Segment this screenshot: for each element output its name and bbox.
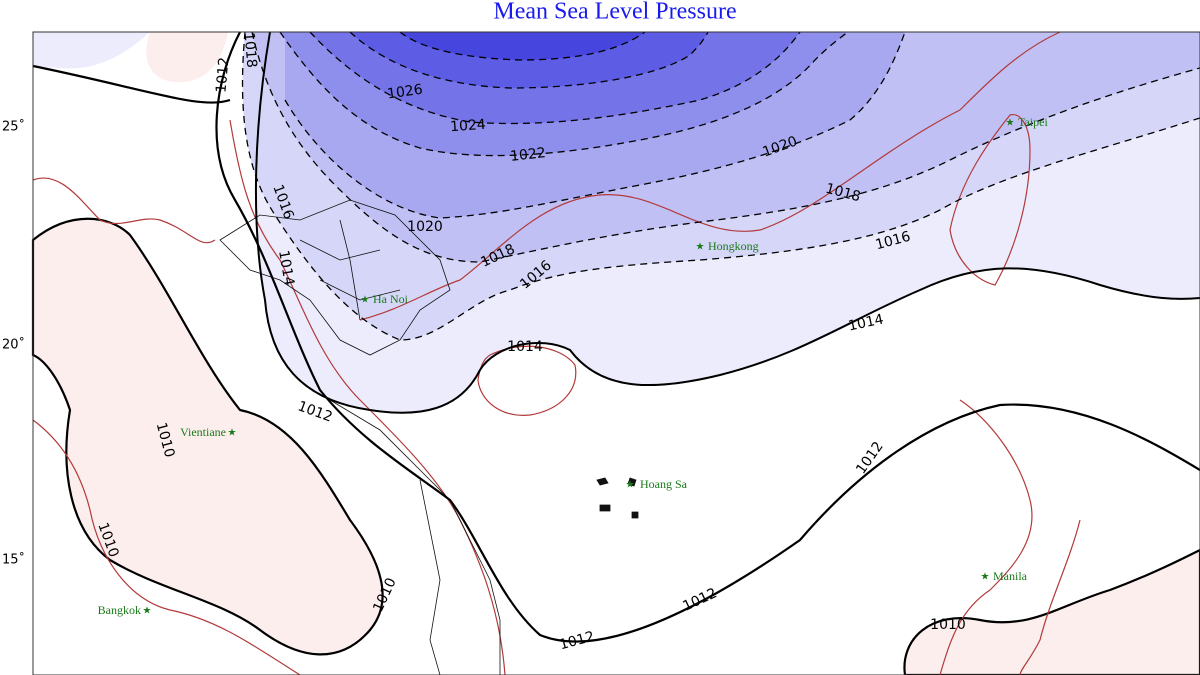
- province-border: [299, 219, 401, 321]
- city-marker: ★: [228, 427, 237, 438]
- isobar-label: 1014: [847, 311, 885, 334]
- isobar: [349, 31, 709, 89]
- city-label: Vientiane: [180, 425, 226, 439]
- pressure-band: [400, 32, 1200, 60]
- low-region: [903, 548, 1200, 675]
- isobar-label: 1022: [509, 145, 546, 165]
- isobar-label: 1014: [507, 339, 543, 355]
- city-marker: ★: [1006, 117, 1015, 128]
- latitude-label: 25˚: [2, 119, 25, 135]
- city-label: Taipei: [1018, 115, 1048, 129]
- city-label: Hongkong: [708, 239, 759, 253]
- coastline: [32, 419, 301, 675]
- city-marker: ★: [696, 241, 705, 252]
- city-marker: ★: [143, 605, 152, 616]
- isobar-label: 1020: [407, 219, 443, 235]
- isobar-label: 1012: [213, 57, 232, 94]
- latitude-label: 15˚: [2, 552, 25, 568]
- islands: [596, 477, 639, 519]
- isobar: [32, 64, 231, 104]
- map-title: Mean Sea Level Pressure: [493, 0, 736, 25]
- high-corner: [33, 32, 150, 69]
- isobars: [32, 31, 1200, 643]
- isobar: [251, 31, 1200, 263]
- province-border: [219, 199, 451, 356]
- isobar: [309, 31, 801, 125]
- isobar-label: 1018: [240, 32, 259, 69]
- map-frame: [32, 31, 1200, 675]
- province-borders: [219, 199, 639, 675]
- coastline: [949, 114, 1031, 286]
- latitude-label: 20˚: [2, 337, 25, 353]
- isobar-label: 1010: [930, 617, 966, 633]
- city-marker: ★: [981, 571, 990, 582]
- labels: 1026102410221020102010181018101810161016…: [2, 32, 1048, 654]
- city-label: Manila: [993, 569, 1028, 583]
- city-label: Hoang Sa: [640, 477, 688, 491]
- city-marker: ★: [626, 479, 635, 490]
- low-region: [31, 217, 384, 656]
- isobar: [215, 31, 1200, 643]
- isobar: [399, 31, 646, 61]
- isobar: [254, 31, 1200, 414]
- isobar: [284, 31, 906, 219]
- coastline: [32, 177, 216, 244]
- city-marker: ★: [361, 294, 370, 305]
- isobar-label: 1026: [386, 82, 424, 103]
- city-label: Ha Noi: [373, 292, 409, 306]
- isobar: [279, 31, 849, 157]
- province-border: [329, 399, 501, 675]
- coastline: [939, 399, 1081, 675]
- isobar-label: 1024: [450, 117, 487, 135]
- isobar: [241, 31, 1200, 341]
- isobar-label: 1014: [275, 249, 297, 287]
- coastline: [359, 31, 1061, 321]
- low-region: [146, 32, 228, 83]
- city-label: Bangkok: [98, 603, 141, 617]
